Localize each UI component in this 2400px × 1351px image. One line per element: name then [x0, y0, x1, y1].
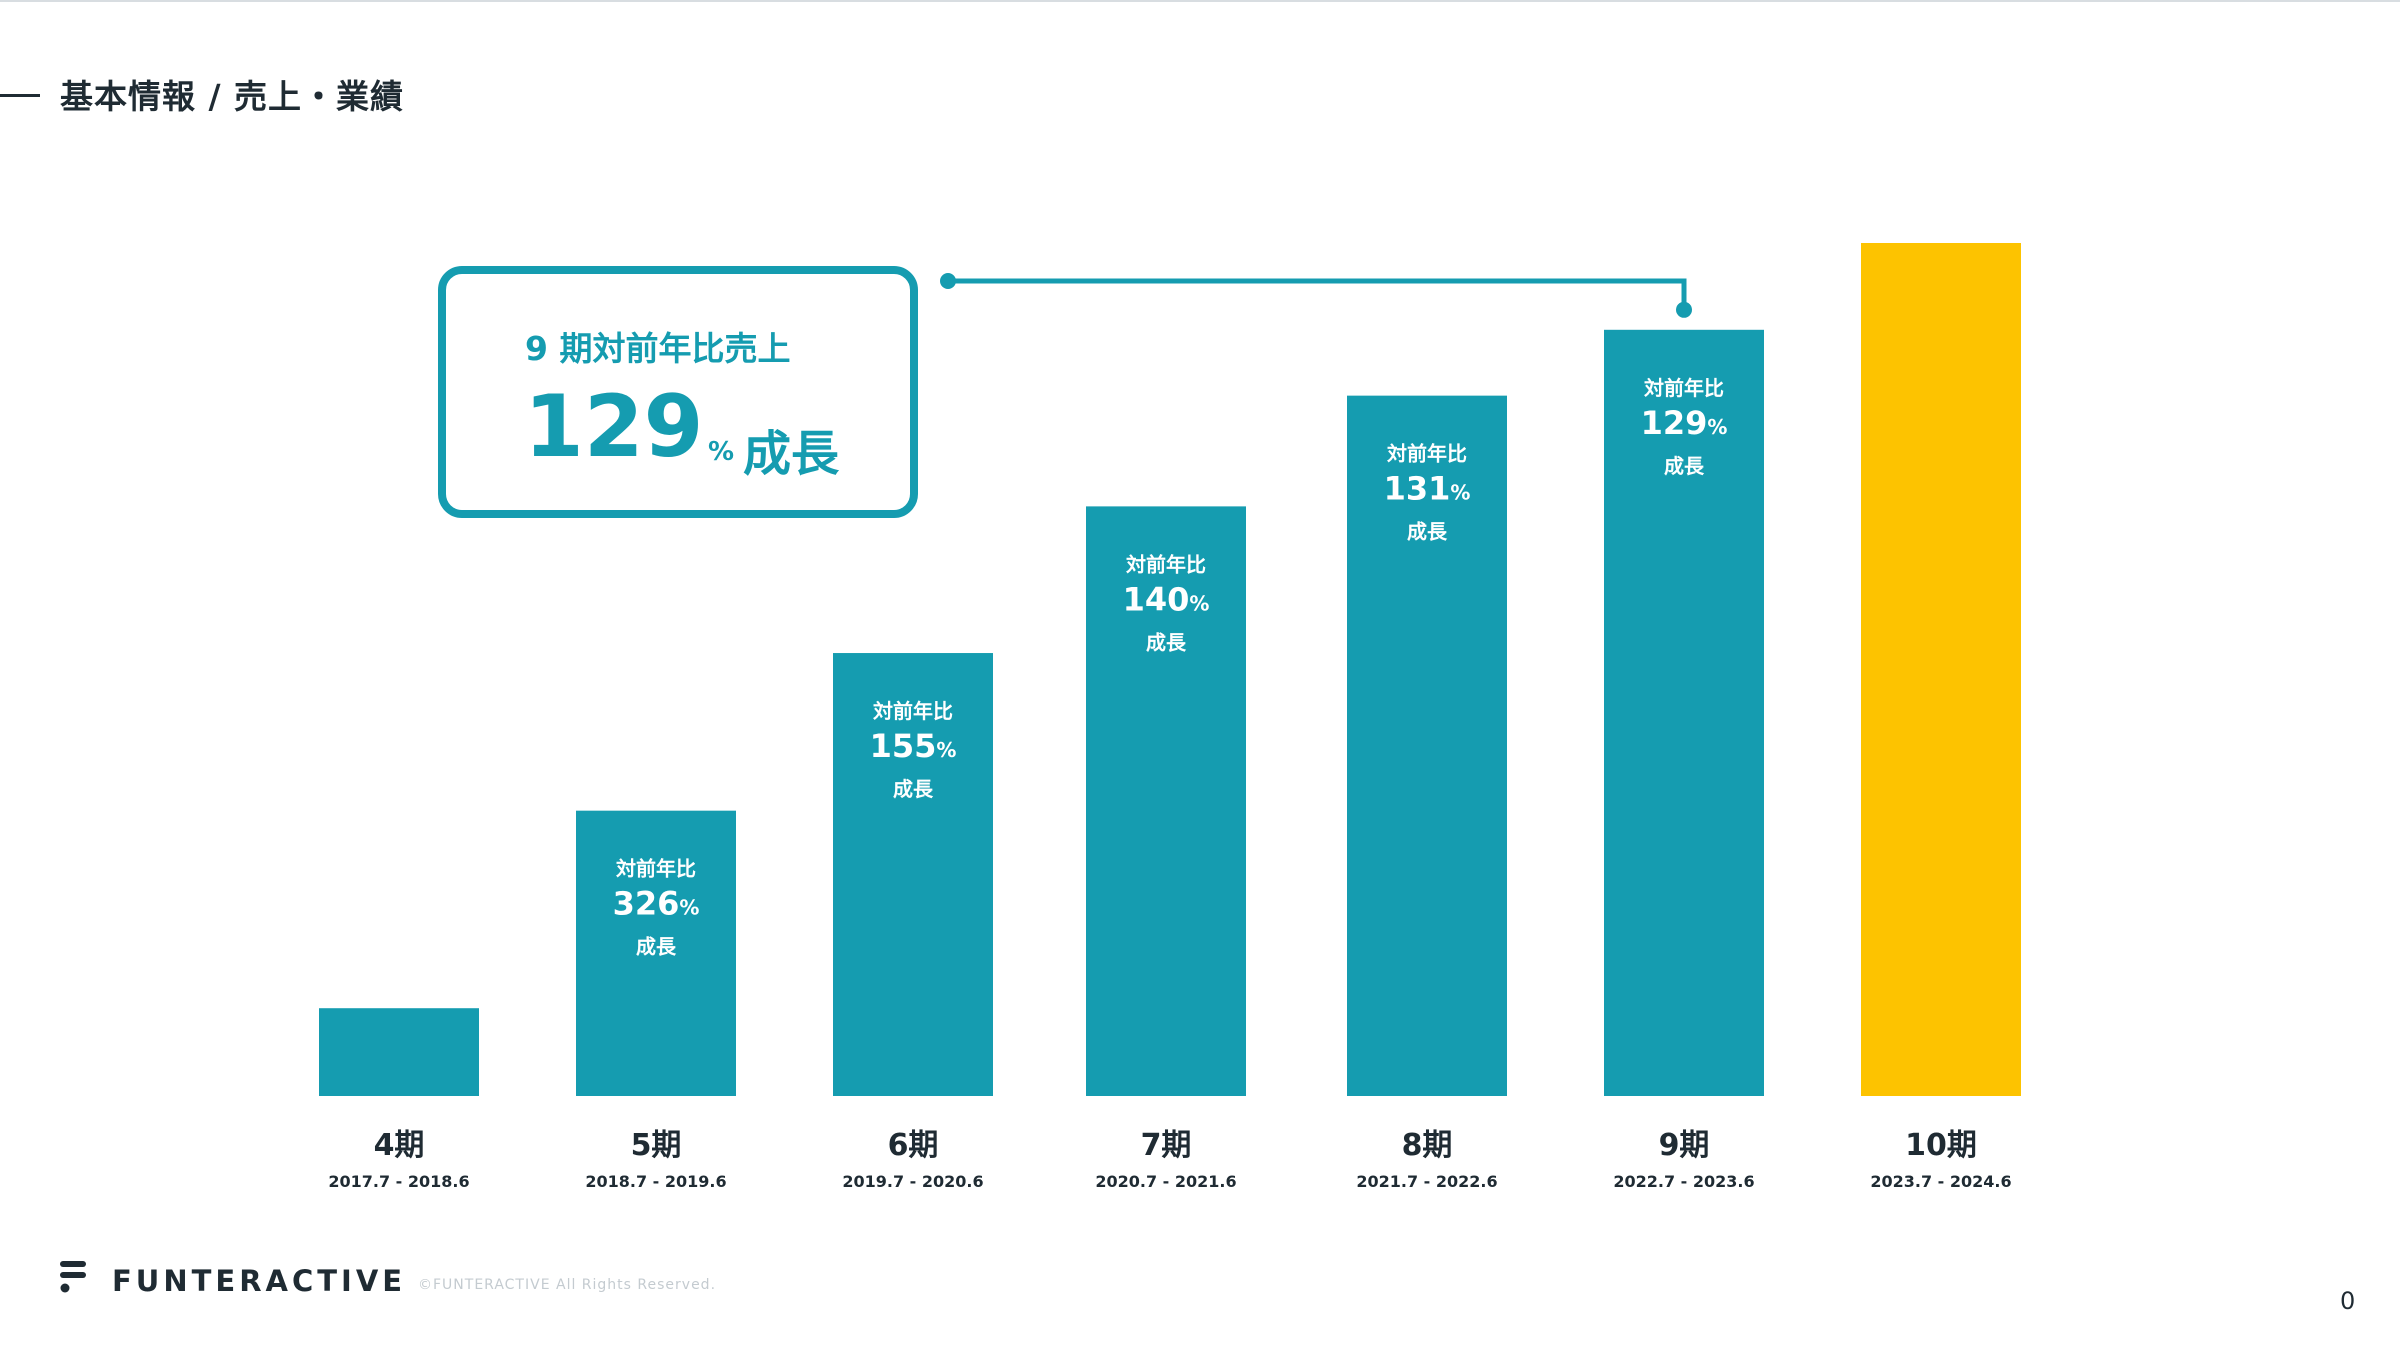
bar-9期: [1604, 329, 1764, 1096]
period-label: 2020.7 - 2021.6: [1095, 1172, 1236, 1191]
growth-prefix-label: 対前年比: [615, 857, 696, 881]
category-label: 10期: [1905, 1128, 1977, 1163]
connector-end-dot: [1676, 301, 1692, 318]
growth-suffix-label: 成長: [1146, 630, 1187, 654]
growth-prefix-label: 対前年比: [1125, 552, 1206, 576]
period-label: 2019.7 - 2020.6: [842, 1172, 983, 1191]
growth-prefix-label: 対前年比: [872, 699, 953, 723]
growth-suffix-label: 成長: [1664, 454, 1705, 478]
footer-copyright: ©FUNTERACTIVE All Rights Reserved.: [418, 1277, 717, 1293]
category-label: 7期: [1141, 1128, 1192, 1163]
callout-value: 129: [524, 377, 704, 477]
page-number: 0: [2340, 1287, 2356, 1315]
callout-label: 9 期対前年比売上: [525, 329, 791, 368]
bar-6期: [833, 653, 993, 1096]
page-title: 基本情報 / 売上・業績: [60, 77, 405, 116]
period-label: 2023.7 - 2024.6: [1870, 1172, 2011, 1191]
footer-brand: FUNTERACTIVE: [112, 1264, 407, 1298]
callout-suffix: 成長: [743, 426, 840, 482]
growth-prefix-label: 対前年比: [1386, 442, 1467, 466]
growth-suffix-label: 成長: [893, 777, 934, 801]
growth-value-label: 131%: [1384, 470, 1471, 508]
bar-10期: [1861, 243, 2021, 1096]
growth-value-label: 140%: [1123, 580, 1210, 618]
connector-line: [948, 278, 1687, 310]
growth-suffix-label: 成長: [1407, 520, 1448, 544]
growth-callout: 9 期対前年比売上 129 % 成長: [438, 266, 918, 518]
category-label: 9期: [1659, 1128, 1710, 1163]
period-label: 2017.7 - 2018.6: [328, 1172, 469, 1191]
growth-value-label: 326%: [613, 885, 700, 923]
growth-value-label: 155%: [870, 727, 957, 765]
bar-7期: [1086, 506, 1246, 1096]
title-dash: [0, 94, 40, 97]
bar-8期: [1347, 395, 1507, 1097]
callout-unit: %: [708, 437, 735, 467]
period-label: 2018.7 - 2019.6: [585, 1172, 726, 1191]
category-label: 4期: [374, 1128, 425, 1163]
category-label: 6期: [888, 1128, 939, 1163]
category-label: 5期: [631, 1128, 682, 1163]
bar-4期: [319, 1008, 479, 1096]
bar-5期: [576, 810, 736, 1096]
funteractive-logo-icon: [60, 1261, 86, 1293]
growth-value-label: 129%: [1641, 404, 1728, 442]
period-label: 2022.7 - 2023.6: [1613, 1172, 1754, 1191]
category-label: 8期: [1402, 1128, 1453, 1163]
growth-suffix-label: 成長: [636, 935, 677, 959]
top-rule: [0, 0, 2400, 2]
growth-prefix-label: 対前年比: [1643, 376, 1724, 400]
period-label: 2021.7 - 2022.6: [1356, 1172, 1497, 1191]
